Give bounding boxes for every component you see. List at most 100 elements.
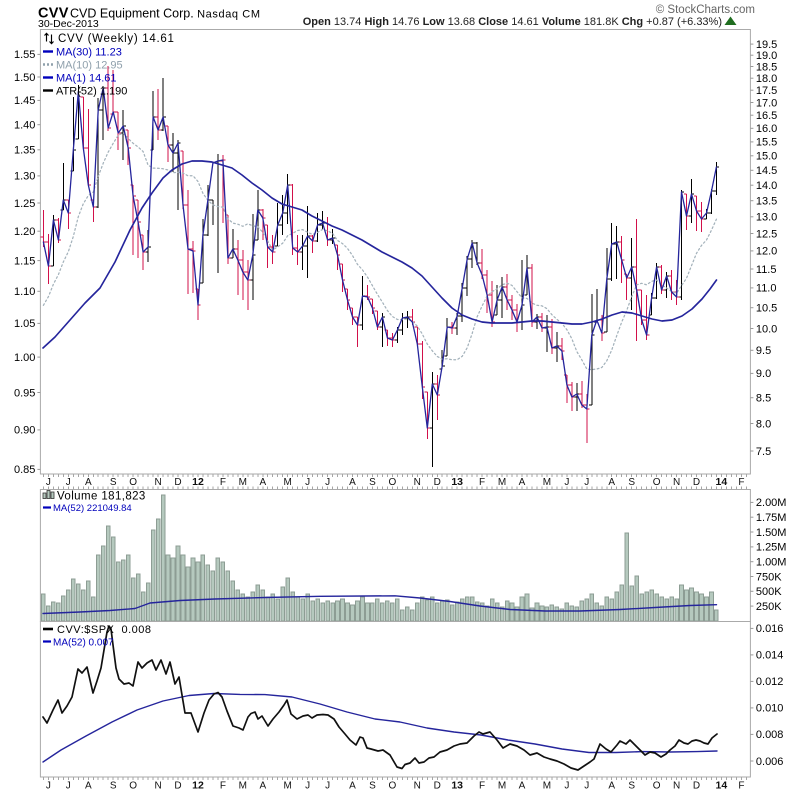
svg-text:A: A (519, 780, 526, 791)
svg-text:1.25M: 1.25M (756, 542, 787, 554)
svg-text:J: J (46, 780, 51, 791)
svg-text:M: M (498, 780, 506, 791)
svg-text:S: S (110, 477, 117, 488)
svg-text:S: S (628, 477, 635, 488)
svg-text:N: N (154, 780, 161, 791)
svg-text:M: M (284, 477, 292, 488)
svg-text:0.016: 0.016 (756, 623, 784, 635)
svg-text:14: 14 (716, 779, 728, 791)
svg-text:F: F (738, 477, 744, 488)
svg-text:J: J (305, 477, 310, 488)
svg-text:O: O (653, 780, 661, 791)
svg-text:16.5: 16.5 (756, 110, 777, 122)
svg-text:MA(10) 12.95: MA(10) 12.95 (56, 60, 123, 72)
svg-text:0.85: 0.85 (14, 464, 35, 476)
svg-text:J: J (66, 477, 71, 488)
svg-text:D: D (693, 477, 700, 488)
svg-text:0.95: 0.95 (14, 387, 35, 399)
svg-text:0.008: 0.008 (756, 729, 784, 741)
svg-text:19.0: 19.0 (756, 50, 777, 62)
svg-text:O: O (129, 477, 137, 488)
svg-text:N: N (414, 477, 421, 488)
svg-text:CVD Equipment Corp. Nasdaq CM: CVD Equipment Corp. Nasdaq CM (70, 7, 261, 21)
svg-text:O: O (653, 477, 661, 488)
svg-text:J: J (305, 780, 310, 791)
svg-text:18.0: 18.0 (756, 73, 777, 85)
svg-text:J: J (564, 780, 569, 791)
svg-text:S: S (369, 477, 376, 488)
svg-text:1.00: 1.00 (14, 352, 35, 364)
svg-text:M: M (543, 477, 551, 488)
svg-text:F: F (479, 477, 485, 488)
svg-text:10.5: 10.5 (756, 303, 777, 315)
svg-text:M: M (543, 780, 551, 791)
svg-text:MA(30) 11.23: MA(30) 11.23 (56, 47, 122, 59)
svg-text:0.90: 0.90 (14, 425, 35, 437)
svg-text:13: 13 (451, 779, 463, 791)
svg-text:J: J (325, 780, 330, 791)
svg-text:N: N (414, 780, 421, 791)
svg-text:J: J (46, 477, 51, 488)
svg-text:M: M (239, 477, 247, 488)
svg-text:ATR(52) 1.190: ATR(52) 1.190 (56, 86, 127, 98)
svg-text:MA(52) 221049.84: MA(52) 221049.84 (53, 503, 132, 514)
svg-text:1.50: 1.50 (14, 72, 35, 84)
svg-text:1.35: 1.35 (14, 145, 35, 157)
svg-text:S: S (628, 780, 635, 791)
svg-text:M: M (284, 780, 292, 791)
svg-text:D: D (434, 780, 441, 791)
svg-text:A: A (519, 477, 526, 488)
svg-text:11.0: 11.0 (756, 283, 777, 295)
svg-text:M: M (498, 477, 506, 488)
svg-text:F: F (738, 780, 744, 791)
svg-text:CVV (Weekly) 14.61: CVV (Weekly) 14.61 (58, 33, 175, 45)
svg-text:O: O (389, 477, 397, 488)
svg-text:13.0: 13.0 (756, 212, 777, 224)
svg-text:1.40: 1.40 (14, 120, 35, 132)
svg-text:30-Dec-2013: 30-Dec-2013 (38, 18, 99, 30)
svg-text:18.5: 18.5 (756, 61, 777, 73)
svg-text:1.30: 1.30 (14, 171, 35, 183)
svg-text:D: D (434, 477, 441, 488)
svg-text:16.0: 16.0 (756, 123, 777, 135)
svg-text:14.0: 14.0 (756, 180, 777, 192)
svg-text:A: A (349, 477, 356, 488)
svg-text:1.55: 1.55 (14, 49, 35, 61)
svg-text:1.10: 1.10 (14, 286, 35, 298)
svg-text:0.010: 0.010 (756, 703, 784, 715)
svg-text:10.0: 10.0 (756, 323, 777, 335)
svg-text:13.5: 13.5 (756, 196, 777, 208)
svg-text:12.0: 12.0 (756, 246, 777, 258)
svg-text:11.5: 11.5 (756, 264, 777, 276)
svg-text:A: A (259, 477, 266, 488)
svg-text:J: J (584, 477, 589, 488)
svg-text:A: A (608, 780, 615, 791)
svg-text:© StockCharts.com: © StockCharts.com (656, 4, 755, 16)
svg-text:A: A (608, 477, 615, 488)
svg-text:MA(1) 14.61: MA(1) 14.61 (56, 73, 117, 85)
svg-text:1.45: 1.45 (14, 95, 35, 107)
svg-text:A: A (349, 780, 356, 791)
svg-text:15.5: 15.5 (756, 137, 777, 149)
svg-text:1.50M: 1.50M (756, 527, 787, 539)
svg-text:F: F (220, 780, 226, 791)
svg-text:J: J (66, 780, 71, 791)
svg-text:M: M (239, 780, 247, 791)
svg-text:14.5: 14.5 (756, 165, 777, 177)
svg-text:N: N (673, 477, 680, 488)
svg-text:N: N (673, 780, 680, 791)
svg-text:250K: 250K (756, 601, 782, 613)
svg-text:750K: 750K (756, 571, 782, 583)
svg-text:12: 12 (192, 476, 204, 488)
svg-text:14: 14 (716, 476, 728, 488)
svg-text:D: D (174, 780, 181, 791)
svg-text:MA(52) 0.007: MA(52) 0.007 (53, 638, 114, 649)
svg-text:1.20: 1.20 (14, 226, 35, 238)
svg-text:S: S (369, 780, 376, 791)
svg-text:F: F (220, 477, 226, 488)
svg-text:0.006: 0.006 (756, 756, 784, 768)
svg-text:1.25: 1.25 (14, 198, 35, 210)
svg-text:1.05: 1.05 (14, 318, 35, 330)
svg-text:N: N (154, 477, 161, 488)
svg-text:12: 12 (192, 779, 204, 791)
